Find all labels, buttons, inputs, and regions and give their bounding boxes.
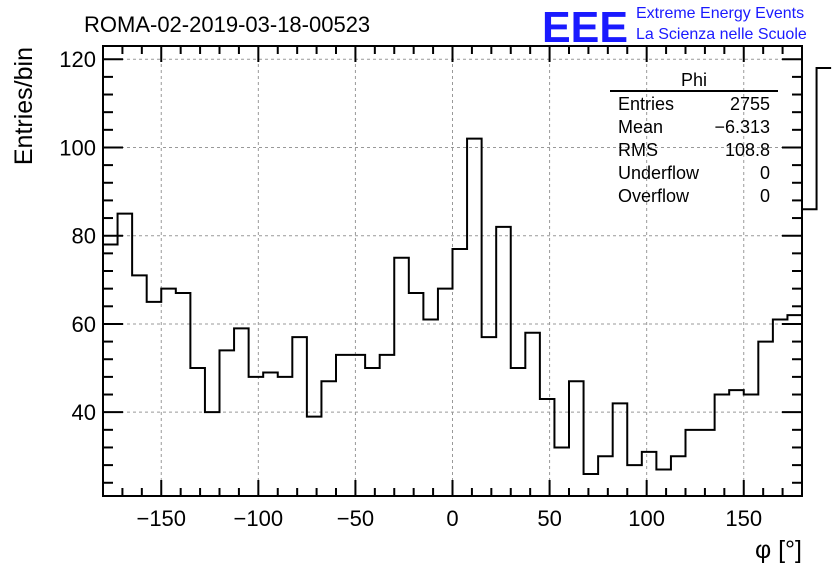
histogram-outline [103,67,832,475]
stats-value-mean: −6.313 [714,117,770,137]
histogram-bin [394,258,409,496]
x-axis-label: φ [°] [755,536,802,564]
x-tick-label: −100 [234,506,284,531]
histogram-bin [700,430,715,496]
stats-value-rms: 108.8 [725,140,770,160]
histogram-bin [351,355,366,496]
x-tick-label: 100 [628,506,665,531]
histogram-bin [336,355,351,496]
histogram-bin [773,320,788,496]
histogram-bin [642,452,657,496]
histogram-bin [525,333,540,496]
stats-box: Phi Entries 2755 Mean −6.313 RMS 108.8 U… [610,70,778,206]
stats-title: Phi [681,70,707,90]
histogram-bin [380,355,395,496]
histogram-bin [278,377,293,496]
logo-subtitle-1: Extreme Energy Events [636,5,804,22]
x-tick-label: −150 [136,506,186,531]
histogram-bin [176,293,191,496]
histogram-bin [467,139,482,496]
histogram-bin [656,470,671,496]
histogram-bin [715,395,730,496]
histogram-bin [671,456,686,496]
histogram-bin [321,381,336,496]
histogram-bin [598,456,613,496]
y-axis-label: Entries/bin [10,47,38,165]
histogram-bin [540,399,555,496]
stats-value-underflow: 0 [760,163,770,183]
x-tick-label: 0 [446,506,458,531]
histogram-bin [409,293,424,496]
histogram-bin [263,372,278,496]
histogram-bin [118,214,133,496]
x-tick-label: 50 [537,506,561,531]
histogram-bin [220,350,235,496]
stats-value-entries: 2755 [730,94,770,114]
histogram-bin [249,377,264,496]
histogram-bin [307,417,322,496]
x-tick-label: 150 [725,506,762,531]
histogram-bin [161,289,176,496]
histogram-bin [511,368,526,496]
histogram-bin [627,465,642,496]
histogram-bin [365,368,380,496]
histogram-bin [205,412,220,496]
stats-label-overflow: Overflow [618,186,690,206]
histogram-bin [103,245,118,496]
histogram-bin [234,328,249,496]
histogram-bin [802,209,817,496]
histogram-bin [496,227,511,496]
axis-ticks [103,46,802,496]
y-tick-label: 80 [72,224,96,249]
stats-label-rms: RMS [618,140,658,160]
y-tick-labels: 40 60 80 100 120 [59,47,96,425]
histogram-bin [729,390,744,496]
stats-label-mean: Mean [618,117,663,137]
y-tick-label: 60 [72,312,96,337]
histogram-bin [423,320,438,496]
x-tick-labels: −150 −100 −50 0 50 100 150 [136,506,762,531]
histogram-bin [554,447,569,496]
stats-value-overflow: 0 [760,186,770,206]
logo-subtitle-2: La Scienza nelle Scuole [636,26,807,43]
histogram-bin [613,403,628,496]
chart-title: ROMA-02-2019-03-18-00523 [84,12,370,37]
histogram-bin [817,68,832,496]
histogram-bin [292,337,307,496]
histogram-bin [132,275,147,496]
histogram-bin [744,395,759,496]
histogram-bin [190,368,205,496]
histogram-bin [453,249,468,496]
stats-label-underflow: Underflow [618,163,700,183]
histogram-bin [758,342,773,496]
histogram-bin [686,430,701,496]
x-tick-label: −50 [337,506,374,531]
y-tick-label: 120 [59,47,96,72]
histogram-bin [147,302,162,496]
stats-label-entries: Entries [618,94,674,114]
histogram-bin [584,474,599,496]
y-tick-label: 40 [72,400,96,425]
histogram-bin [438,289,453,496]
histogram-bin [482,337,497,496]
y-tick-label: 100 [59,135,96,160]
grid-lines [103,46,802,496]
eee-logo: EEE [542,3,628,52]
histogram-bin [569,381,584,496]
